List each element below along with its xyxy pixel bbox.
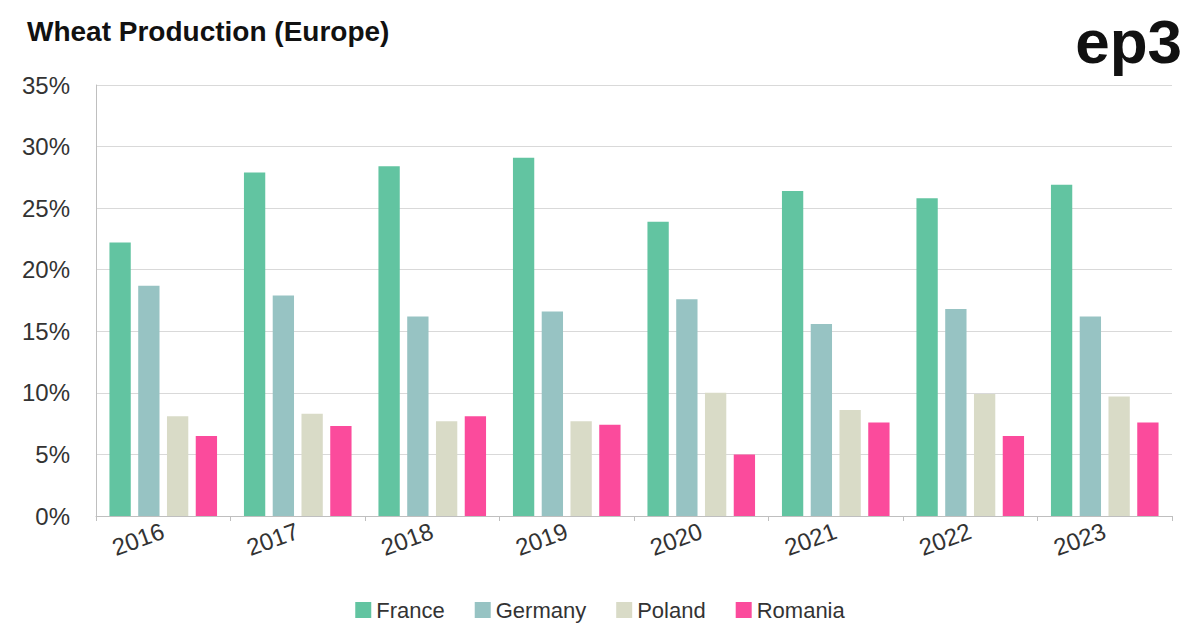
svg-text:2018: 2018 <box>377 517 436 561</box>
svg-text:2019: 2019 <box>512 517 571 561</box>
svg-text:2022: 2022 <box>915 517 974 561</box>
svg-text:20%: 20% <box>22 256 70 283</box>
svg-text:2021: 2021 <box>781 517 840 561</box>
svg-text:ep3: ep3 <box>1075 7 1182 76</box>
svg-text:5%: 5% <box>35 441 70 468</box>
svg-text:France: France <box>376 598 444 623</box>
svg-text:2020: 2020 <box>646 517 705 561</box>
svg-text:0%: 0% <box>35 503 70 530</box>
svg-text:25%: 25% <box>22 195 70 222</box>
svg-text:15%: 15% <box>22 318 70 345</box>
svg-text:30%: 30% <box>22 133 70 160</box>
svg-text:Germany: Germany <box>496 598 586 623</box>
svg-text:10%: 10% <box>22 379 70 406</box>
svg-text:2023: 2023 <box>1050 517 1109 561</box>
svg-text:2016: 2016 <box>108 517 167 561</box>
svg-text:Wheat Production (Europe): Wheat Production (Europe) <box>27 16 389 47</box>
svg-text:2017: 2017 <box>243 517 302 561</box>
svg-text:Romania: Romania <box>757 598 846 623</box>
svg-text:Poland: Poland <box>637 598 706 623</box>
svg-text:35%: 35% <box>22 72 70 99</box>
